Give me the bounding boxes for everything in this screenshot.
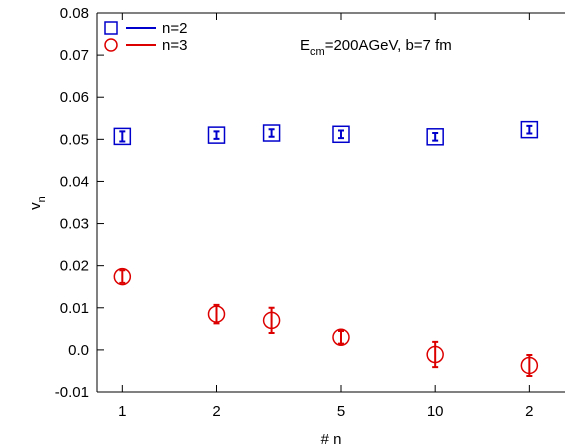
- x-tick-label: 2: [525, 403, 533, 420]
- marker: [520, 120, 539, 139]
- marker: [262, 311, 281, 330]
- x-tick-label: 2: [212, 403, 220, 420]
- marker: [207, 305, 226, 323]
- marker: [113, 127, 132, 146]
- error-bar: [337, 129, 344, 140]
- error-bar: [432, 132, 439, 142]
- legend-marker: [104, 38, 118, 52]
- annotation-sub: cm: [310, 46, 325, 58]
- annotation-rest: =200AGeV, b=7 fm: [325, 37, 452, 54]
- marker: [207, 126, 226, 144]
- legend-label: n=2: [162, 20, 187, 37]
- error-bar: [337, 329, 344, 345]
- y-tick-label: 0.0: [68, 342, 89, 359]
- y-tick-label: 0.05: [60, 131, 89, 148]
- y-tick-label: 0.08: [60, 5, 89, 22]
- error-bar: [119, 130, 126, 143]
- legend-label: n=3: [162, 37, 187, 54]
- marker: [426, 128, 444, 146]
- marker: [332, 328, 350, 347]
- marker: [332, 125, 350, 144]
- y-tick-label: 0.02: [60, 258, 89, 275]
- x-tick-label: 10: [427, 403, 444, 420]
- error-bar: [213, 130, 220, 140]
- y-tick-label: 0.01: [60, 300, 89, 317]
- marker: [426, 345, 444, 364]
- y-label-main: v: [27, 202, 44, 210]
- y-tick-label: 0.06: [60, 89, 89, 106]
- marker: [113, 267, 132, 286]
- error-bar: [526, 124, 533, 135]
- x-tick-label: 5: [337, 403, 345, 420]
- error-bar: [526, 353, 533, 377]
- x-axis-label: # n: [321, 431, 342, 448]
- error-bar: [268, 128, 275, 138]
- error-bar: [119, 269, 126, 284]
- y-axis-label: vn: [27, 196, 48, 210]
- legend-marker: [104, 21, 118, 35]
- error-bar: [432, 340, 439, 369]
- y-tick-label: 0.04: [60, 173, 89, 190]
- marker: [262, 124, 281, 142]
- annotation: Ecm=200AGeV, b=7 fm: [300, 37, 452, 58]
- y-label-sub: n: [36, 196, 48, 202]
- y-tick-label: -0.01: [55, 384, 89, 401]
- error-bar: [213, 303, 220, 325]
- y-tick-label: 0.07: [60, 47, 89, 64]
- y-tick-label: 0.03: [60, 216, 89, 233]
- annotation-main: E: [300, 37, 310, 54]
- x-tick-label: 1: [118, 403, 126, 420]
- error-bar: [268, 306, 275, 335]
- marker: [520, 356, 539, 375]
